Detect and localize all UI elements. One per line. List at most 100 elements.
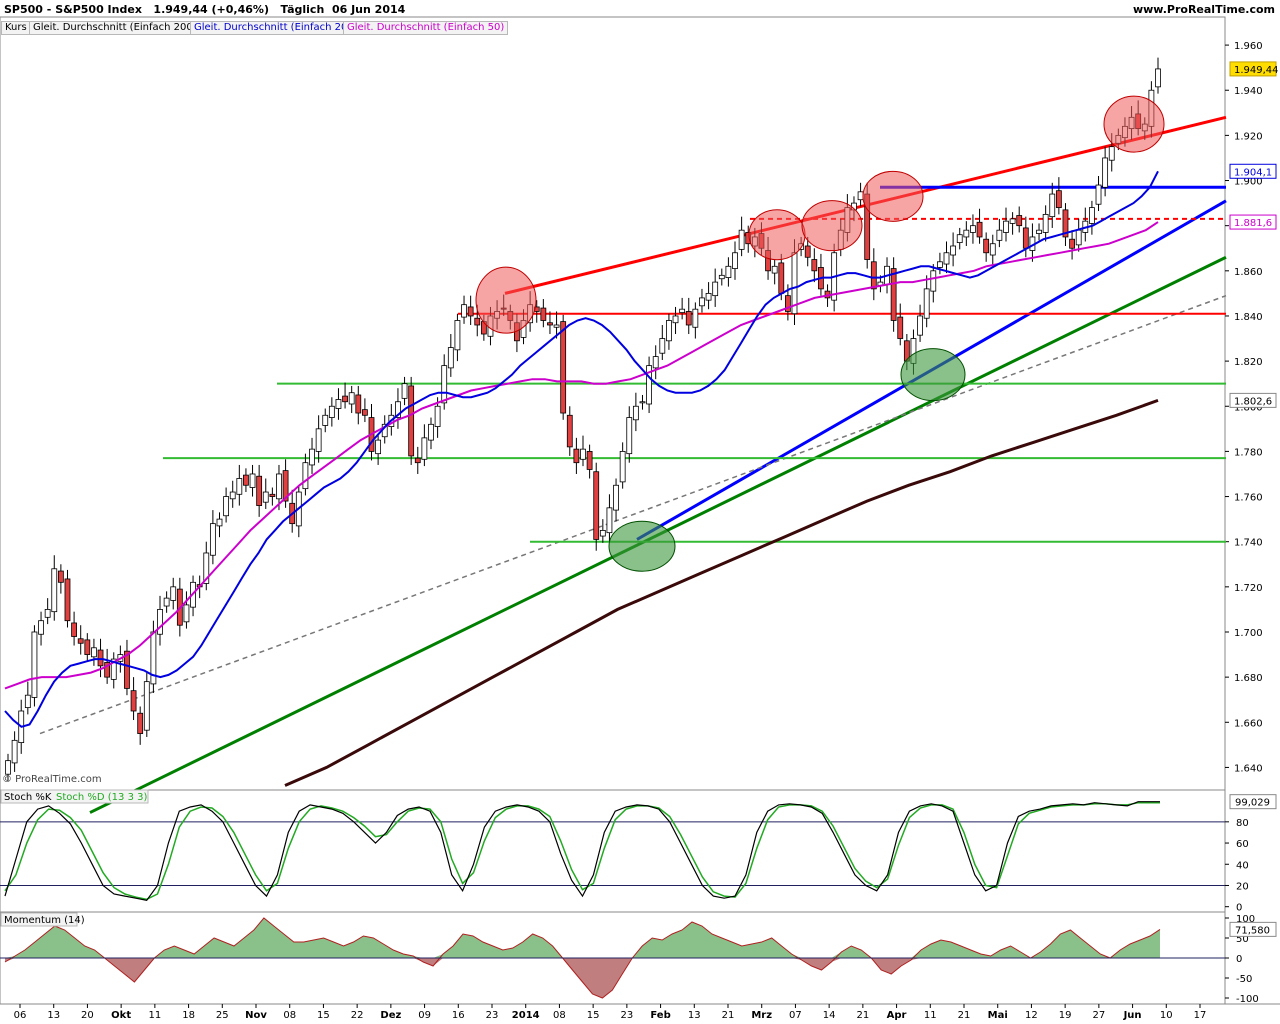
candle [454, 313, 461, 362]
momentum-tick-label: -100 [1236, 994, 1259, 1005]
price-tick-label: 1.920 [1234, 131, 1263, 142]
stoch-value-box [1229, 794, 1277, 810]
candle [401, 376, 408, 406]
candle [84, 633, 91, 662]
legend-sma200[interactable]: Gleit. Durchschnitt (Einfach 200) [29, 21, 201, 35]
candle-body [163, 597, 170, 607]
candle-body [302, 462, 309, 490]
candle [613, 478, 619, 522]
candle [57, 564, 64, 594]
candle [124, 639, 130, 696]
candle-body [573, 448, 580, 464]
chart-title: SP500 - S&P500 Index 1.949,44 (+0,46%) T… [4, 3, 406, 16]
price-tag-box [1229, 214, 1277, 230]
candle-body [930, 270, 937, 292]
candle [38, 611, 44, 646]
x-tick-label: 07 [789, 1010, 802, 1021]
candle [163, 591, 170, 613]
candle [1089, 200, 1095, 235]
x-tick-label: Nov [245, 1010, 267, 1021]
candle-body [725, 265, 732, 278]
momentum-tick-label: -50 [1236, 974, 1252, 985]
legend-sma20[interactable]: Gleit. Durchschnitt (Einfach 20) [190, 21, 356, 35]
candle-body [84, 639, 91, 655]
candle-body [632, 405, 639, 421]
candle [91, 638, 97, 666]
candle-body [97, 649, 104, 667]
candle [24, 681, 31, 715]
candle-body [229, 491, 236, 500]
x-tick-label: 16 [452, 1010, 465, 1021]
candle-body [593, 471, 600, 540]
site-url[interactable]: www.ProRealTime.com [1132, 3, 1275, 16]
stoch-tick-label: 40 [1236, 860, 1249, 871]
candle [1082, 207, 1089, 242]
candle [315, 415, 322, 463]
candle-body [57, 570, 64, 583]
candle [672, 306, 679, 335]
candle [983, 232, 990, 262]
annotation-circle-red [862, 170, 924, 222]
momentum-positive-area [5, 918, 1160, 958]
x-tick-label: Feb [650, 1010, 670, 1021]
candle [738, 216, 745, 257]
x-tick-label: Mrz [751, 1010, 772, 1021]
candle-body [936, 261, 943, 268]
candle [606, 494, 613, 542]
candle-body [77, 638, 84, 644]
x-tick-label: 18 [182, 1010, 195, 1021]
candle [276, 464, 282, 511]
candle [586, 444, 593, 479]
candle [553, 311, 560, 339]
candle-body [1016, 215, 1023, 227]
price-tick-label: 1.840 [1234, 312, 1263, 323]
candle-body [355, 394, 362, 414]
candle [309, 437, 315, 474]
candle [1155, 57, 1161, 94]
candle-body [712, 281, 719, 297]
candle-body [606, 507, 613, 534]
candle [1003, 207, 1009, 242]
candle-body [401, 383, 408, 399]
candle [335, 388, 342, 420]
candle-body [619, 451, 626, 483]
candle [243, 468, 249, 493]
legend-sma50[interactable]: Gleit. Durchschnitt (Einfach 50) [343, 21, 509, 35]
candle-body [613, 484, 619, 511]
candle-body [1009, 218, 1016, 224]
candle-body [1069, 238, 1075, 249]
candle [1029, 223, 1036, 262]
price-tick-label: 1.960 [1234, 41, 1263, 52]
candle [322, 408, 329, 433]
candle-body [540, 307, 547, 321]
x-tick-label: 09 [418, 1010, 431, 1021]
candle-body [441, 365, 448, 404]
candle-body [124, 650, 130, 689]
candle [857, 182, 864, 207]
symbol-text: SP500 [4, 3, 43, 16]
candle [685, 297, 692, 335]
candle [157, 595, 163, 646]
legend-kurs[interactable]: Kurs [1, 21, 31, 35]
watermark: © ProRealTime.com [2, 774, 102, 785]
momentum-legend: Momentum (14) [4, 915, 85, 926]
candle [183, 591, 190, 629]
price-tick-label: 1.760 [1234, 493, 1263, 504]
candle-body [130, 690, 137, 712]
candle [216, 512, 223, 538]
candle-body [659, 338, 666, 354]
candle [342, 382, 348, 409]
sma200-line [284, 398, 1159, 787]
stoch-value-label: 99,029 [1235, 798, 1270, 809]
candle [64, 569, 71, 628]
annotation-circle-green [900, 348, 966, 402]
candle [1062, 203, 1069, 246]
candle-body [461, 304, 467, 318]
candle-body [342, 395, 348, 403]
candle-body [434, 405, 441, 427]
candle-body [652, 356, 659, 369]
candle [1042, 205, 1049, 242]
candle [97, 638, 104, 678]
candle-body [1075, 229, 1082, 246]
